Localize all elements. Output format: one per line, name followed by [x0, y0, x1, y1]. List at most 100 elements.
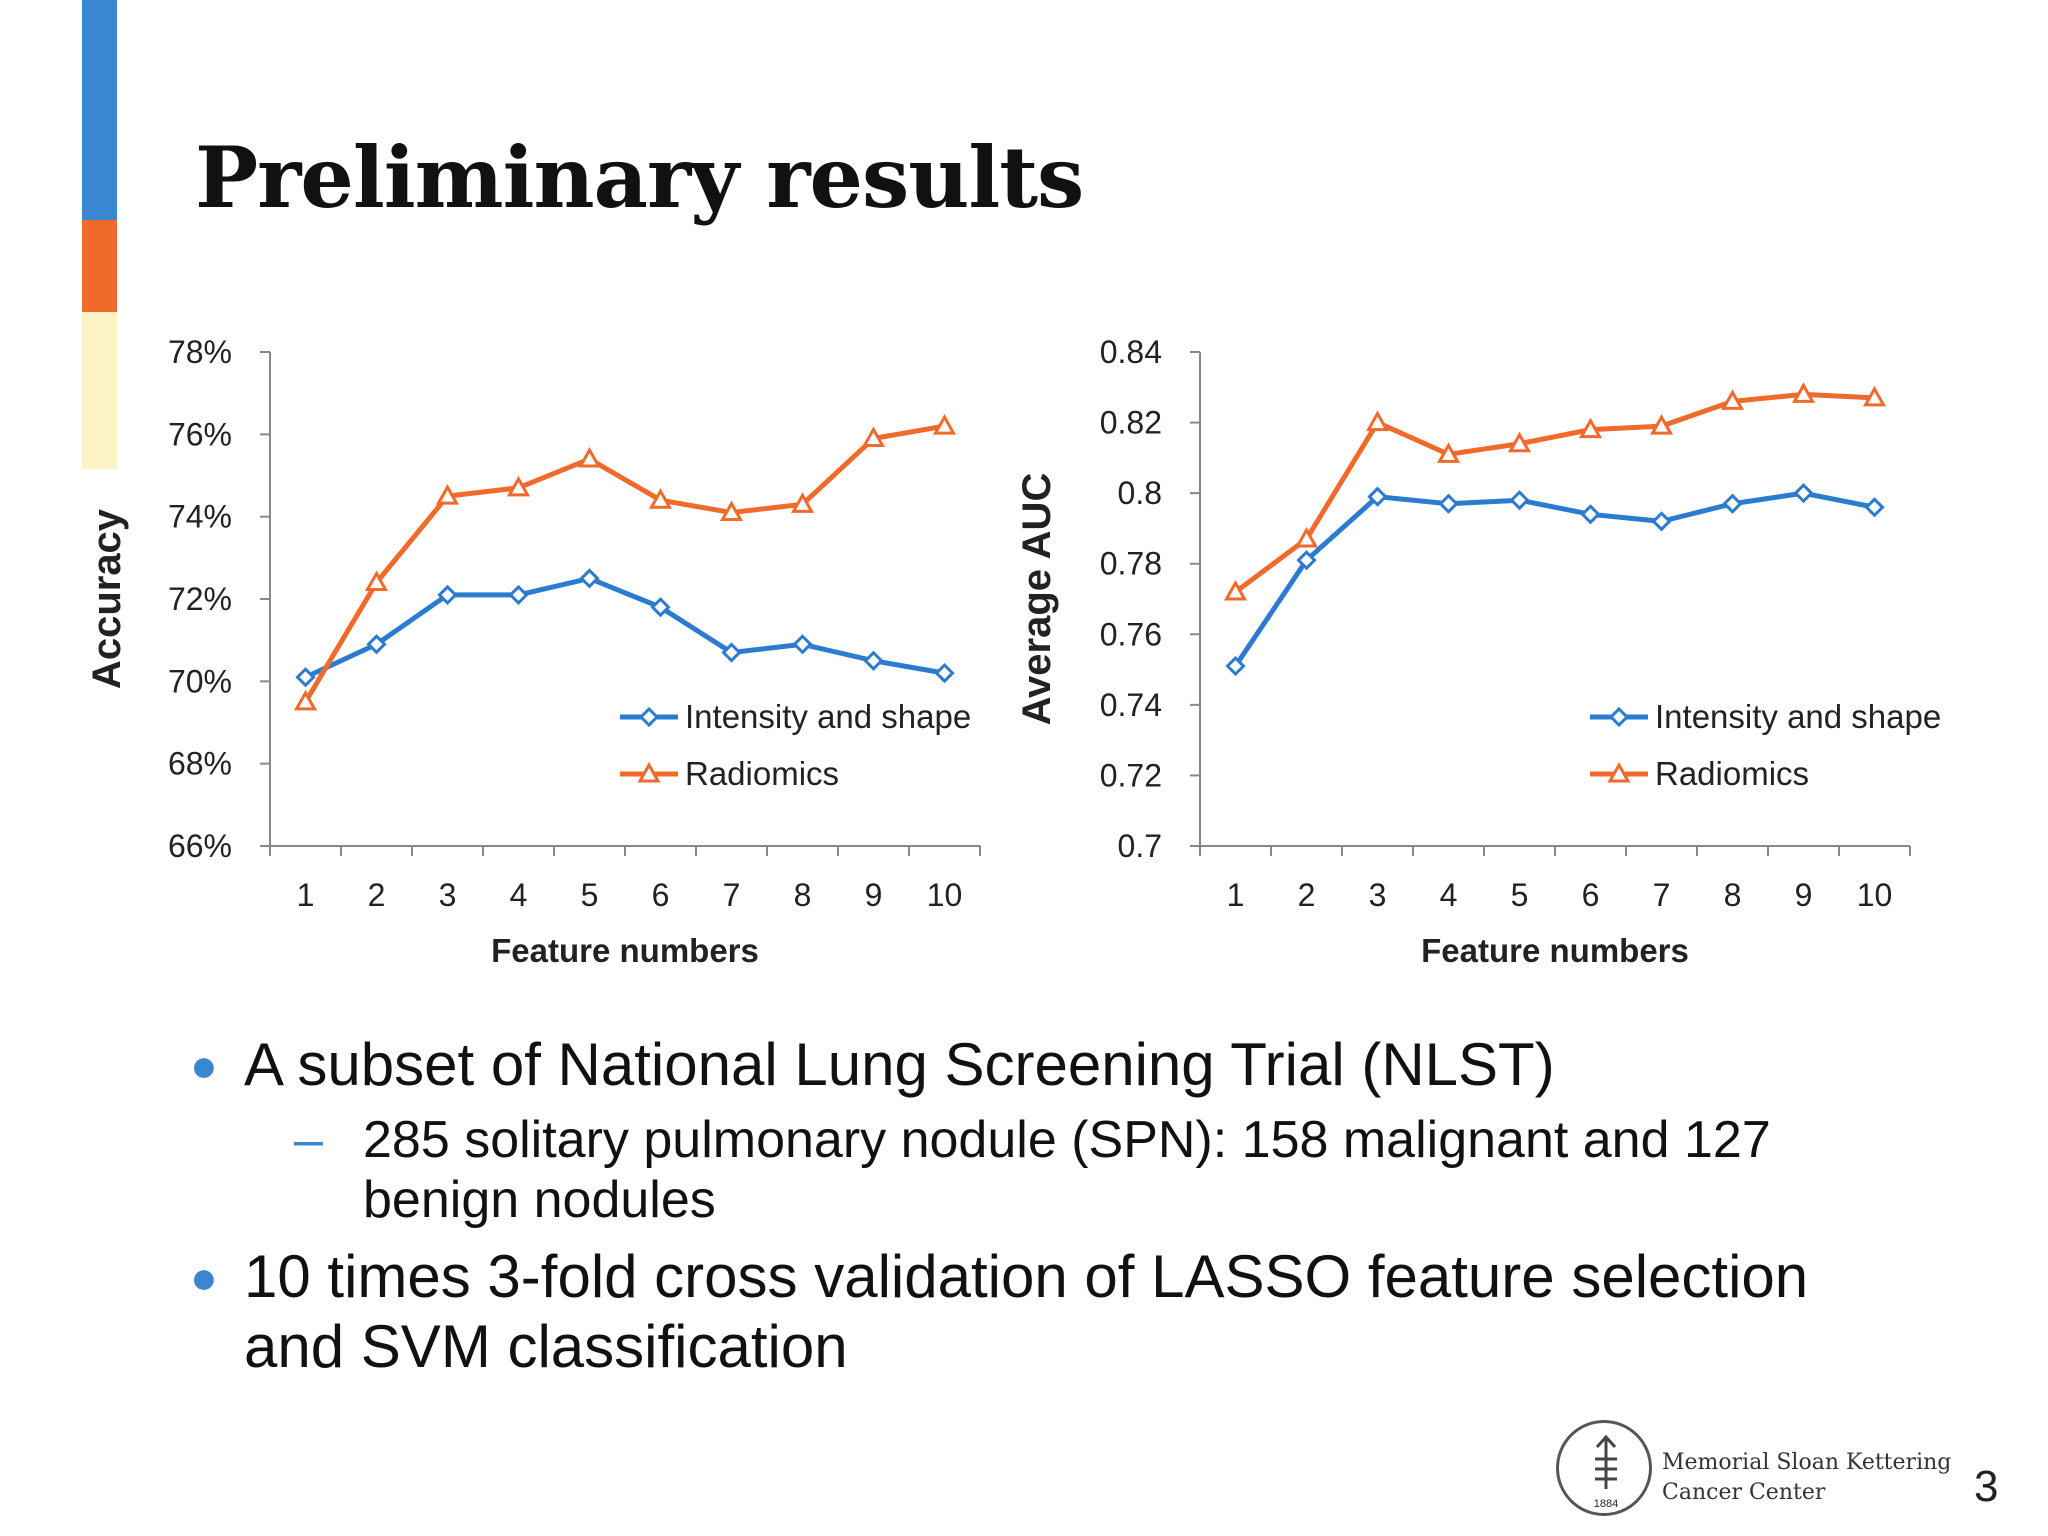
bullet-item: ● A subset of National Lung Screening Tr… — [188, 1030, 1888, 1100]
data-point-diamond — [1367, 486, 1388, 507]
legend-triangle-icon — [1607, 761, 1631, 783]
data-point-triangle — [1862, 385, 1887, 407]
data-point-triangle — [790, 492, 815, 513]
series-line — [304, 575, 945, 680]
legend-label: Intensity and shape — [1655, 698, 1941, 735]
legend-label: Intensity and shape — [685, 698, 971, 735]
data-point-diamond — [1296, 550, 1317, 571]
data-point-diamond — [792, 634, 813, 655]
data-point-triangle — [1791, 382, 1816, 403]
data-point-diamond — [1793, 483, 1814, 504]
y-axis-title: Accuracy — [85, 508, 129, 689]
data-point-triangle — [506, 475, 531, 497]
x-tick-label: 9 — [865, 877, 883, 913]
accent-bar-blue — [82, 0, 117, 220]
y-tick-label: 0.72 — [1100, 757, 1162, 793]
sub-bullet-item: – 285 solitary pulmonary nodule (SPN): 1… — [188, 1110, 1888, 1230]
x-tick-label: 10 — [1857, 877, 1893, 913]
y-tick-label: 78% — [168, 334, 232, 370]
y-tick-label: 70% — [168, 663, 232, 699]
accuracy-chart: 66% 68% 70% 72% 74% 76% 78% 1 2 3 4 5 6 7 8 9 10 Feature … — [85, 334, 981, 969]
logo-text-line-1: Memorial Sloan Kettering — [1662, 1450, 1952, 1475]
x-tick-label: 4 — [1440, 877, 1458, 913]
slide-title: Preliminary results — [195, 128, 1084, 227]
mskcc-logo: 1884 Memorial Sloan Kettering Cancer Cen… — [1556, 1420, 1951, 1530]
auc-chart: 0.7 0.72 0.74 0.76 0.78 0.8 0.82 0.84 1 2 3 4 5 6 7 8 9 1… — [1015, 334, 1941, 969]
y-tick-label: 0.7 — [1118, 828, 1162, 864]
data-point-triangle — [861, 426, 886, 447]
x-tick-label: 6 — [1582, 877, 1600, 913]
legend-triangle-icon — [637, 761, 661, 783]
x-axis-title: Feature numbers — [491, 932, 759, 969]
data-point-triangle — [1507, 431, 1532, 453]
data-point-diamond — [295, 667, 316, 688]
data-point-triangle — [1365, 410, 1390, 432]
data-point-triangle — [1578, 417, 1603, 439]
x-tick-label: 5 — [581, 877, 599, 913]
bullet-dot-icon: ● — [190, 1251, 218, 1303]
bullet-dot-icon: ● — [190, 1039, 218, 1091]
data-point-triangle — [1436, 442, 1461, 463]
y-tick-label: 0.76 — [1100, 616, 1162, 652]
sub-bullet-text: 285 solitary pulmonary nodule (SPN): 158… — [363, 1111, 1771, 1229]
y-tick-label: 0.8 — [1118, 475, 1162, 511]
y-tick-label: 0.82 — [1100, 405, 1162, 441]
y-axis-title: Average AUC — [1015, 473, 1059, 726]
bullet-text: 10 times 3-fold cross validation of LASS… — [244, 1243, 1809, 1380]
x-tick-label: 2 — [368, 877, 386, 913]
data-point-diamond — [721, 642, 742, 663]
data-point-diamond — [934, 662, 955, 684]
data-point-triangle — [435, 484, 460, 505]
logo-seal-icon: 1884 — [1556, 1420, 1652, 1516]
data-point-triangle — [1223, 579, 1248, 601]
data-point-diamond — [650, 597, 671, 618]
x-tick-label: 1 — [297, 877, 315, 913]
logo-text-line-2: Cancer Center — [1662, 1480, 1826, 1505]
y-tick-label: 72% — [168, 581, 232, 617]
accent-bar-cream — [82, 312, 117, 469]
data-point-diamond — [1651, 511, 1672, 532]
y-tick-label: 0.78 — [1100, 546, 1162, 582]
series-line — [1233, 490, 1875, 668]
data-point-triangle — [577, 446, 602, 468]
x-tick-label: 3 — [439, 877, 457, 913]
y-tick-label: 76% — [168, 416, 232, 452]
x-tick-label: 8 — [1724, 877, 1742, 913]
x-tick-label: 10 — [927, 877, 963, 913]
dash-icon: – — [294, 1111, 323, 1169]
x-tick-label: 1 — [1227, 877, 1245, 913]
data-point-triangle — [932, 414, 957, 435]
x-tick-label: 9 — [1795, 877, 1813, 913]
page-number: 3 — [1974, 1462, 1999, 1511]
x-axis-title: Feature numbers — [1421, 932, 1689, 969]
accent-bar-orange — [82, 220, 117, 312]
y-tick-label: 74% — [168, 499, 232, 535]
logo-seal-year: 1884 — [1594, 1498, 1618, 1510]
x-tick-label: 8 — [794, 877, 812, 913]
bullet-text: A subset of National Lung Screening Tria… — [244, 1031, 1555, 1098]
legend-diamond-icon — [1608, 706, 1630, 728]
series-line — [1234, 391, 1875, 594]
data-point-diamond — [1509, 490, 1530, 511]
x-tick-label: 6 — [652, 877, 670, 913]
data-point-diamond — [1864, 497, 1885, 518]
x-tick-label: 2 — [1298, 877, 1316, 913]
x-tick-label: 7 — [1653, 877, 1671, 913]
y-tick-label: 0.84 — [1100, 334, 1162, 370]
y-tick-label: 0.74 — [1100, 687, 1162, 723]
data-point-triangle — [1720, 389, 1745, 410]
legend-diamond-icon — [638, 706, 660, 728]
data-point-diamond — [1438, 493, 1459, 514]
x-tick-label: 3 — [1369, 877, 1387, 913]
data-point-triangle — [293, 689, 318, 711]
series-line — [303, 423, 945, 704]
data-point-diamond — [1580, 504, 1601, 525]
legend-label: Radiomics — [685, 755, 839, 792]
data-point-triangle — [1649, 414, 1674, 435]
data-point-triangle — [1294, 526, 1319, 548]
y-tick-label: 66% — [168, 828, 232, 864]
bullet-list: ● A subset of National Lung Screening Tr… — [188, 1030, 1888, 1382]
data-point-diamond — [437, 584, 458, 606]
data-point-diamond — [1225, 655, 1246, 677]
data-point-diamond — [579, 568, 600, 589]
